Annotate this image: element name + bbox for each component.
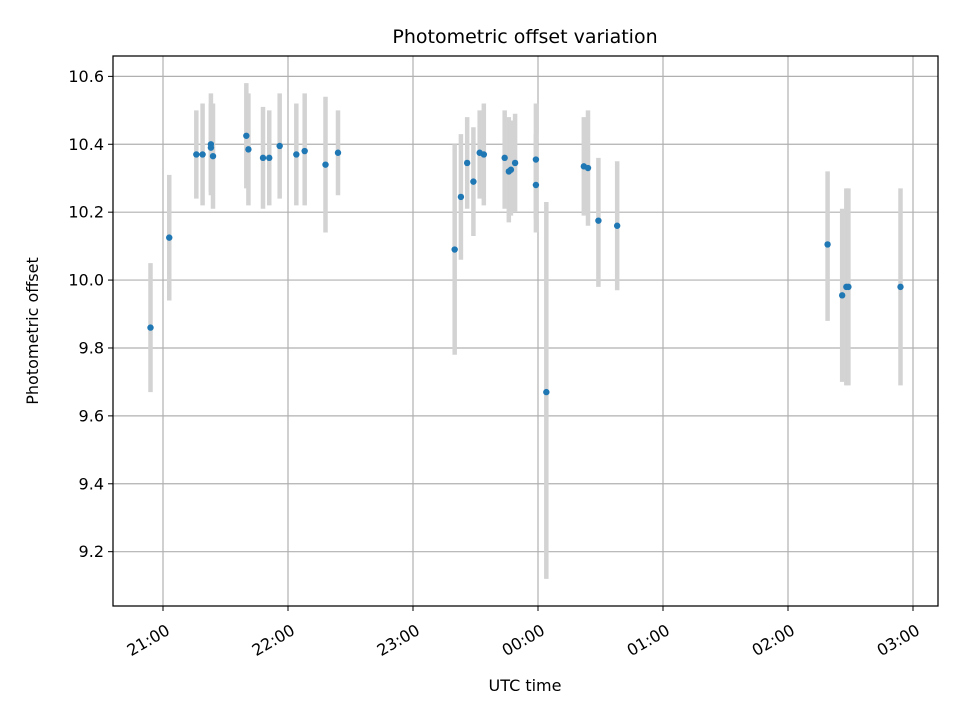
data-point (166, 234, 173, 241)
x-axis-title: UTC time (489, 676, 562, 695)
data-point (463, 159, 471, 167)
data-point (613, 222, 621, 229)
data-point (301, 147, 308, 155)
y-tick-label: 10.6 (68, 67, 104, 86)
data-point (838, 292, 846, 299)
y-tick-label: 10.2 (68, 203, 104, 222)
data-point (470, 178, 477, 185)
data-point (824, 241, 831, 248)
data-point (207, 144, 215, 151)
plot-frame (112, 55, 939, 607)
data-point (543, 388, 550, 396)
data-point (259, 154, 267, 162)
data-point (511, 159, 519, 167)
y-tick-label: 9.4 (79, 474, 104, 493)
data-point (293, 151, 300, 158)
chart-title: Photometric offset variation (392, 26, 657, 48)
data-point (897, 283, 904, 291)
data-point (532, 156, 540, 163)
data-point (451, 246, 458, 253)
y-tick-label: 9.6 (79, 406, 104, 425)
y-axis-title: Photometric offset (23, 257, 42, 405)
data-point (501, 154, 508, 162)
data-point (595, 217, 602, 224)
data-points (147, 132, 904, 396)
data-point (532, 181, 540, 189)
data-point (507, 166, 515, 173)
y-tick-label: 9.8 (79, 338, 104, 357)
y-tick-label: 10.4 (68, 135, 104, 154)
grid-lines (113, 56, 938, 606)
data-point (266, 154, 273, 162)
y-tick-label: 9.2 (79, 542, 104, 561)
data-point (193, 151, 200, 158)
data-point (199, 151, 206, 158)
data-point (845, 283, 852, 291)
data-point (334, 149, 342, 156)
data-point (276, 142, 283, 150)
data-point (457, 193, 465, 201)
data-point (480, 151, 488, 158)
data-point (322, 161, 329, 168)
data-point (584, 164, 592, 172)
data-point (147, 324, 154, 331)
data-point (243, 132, 250, 139)
y-axis-ticks: 9.2 9.4 9.6 9.8 10.0 10.2 10.4 10.6 (68, 67, 113, 561)
y-tick-label: 10.0 (68, 271, 104, 290)
data-point (209, 152, 217, 160)
data-point (245, 146, 252, 153)
